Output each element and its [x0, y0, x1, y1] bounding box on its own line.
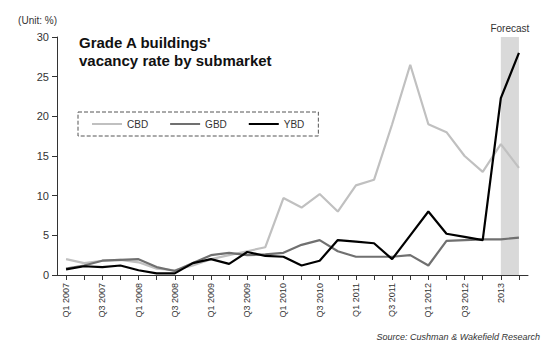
svg-text:Q1 2008: Q1 2008	[134, 283, 144, 318]
svg-text:Q3 2008: Q3 2008	[170, 283, 180, 318]
svg-text:Q1 2010: Q1 2010	[278, 283, 288, 318]
svg-text:Q3 2012: Q3 2012	[460, 283, 470, 318]
svg-text:(Unit: %): (Unit: %)	[18, 15, 57, 26]
svg-text:Source: Cushman & Wakefield Re: Source: Cushman & Wakefield Research	[377, 332, 540, 342]
svg-text:Q3 2009: Q3 2009	[242, 283, 252, 318]
svg-text:30: 30	[37, 31, 49, 43]
svg-text:Q3 2011: Q3 2011	[387, 283, 397, 317]
svg-text:vacancy rate by submarket: vacancy rate by submarket	[79, 52, 272, 69]
svg-text:Grade A buildings': Grade A buildings'	[79, 34, 211, 51]
svg-text:CBD: CBD	[127, 119, 148, 130]
svg-text:Q1 2007: Q1 2007	[61, 283, 71, 318]
svg-text:GBD: GBD	[205, 119, 227, 130]
svg-text:10: 10	[37, 190, 49, 202]
svg-text:Q1 2009: Q1 2009	[206, 283, 216, 318]
svg-text:0: 0	[43, 269, 49, 281]
svg-text:Q1 2012: Q1 2012	[423, 283, 433, 318]
svg-text:20: 20	[37, 110, 49, 122]
svg-text:Q3 2010: Q3 2010	[315, 283, 325, 318]
svg-text:15: 15	[37, 150, 49, 162]
svg-text:YBD: YBD	[284, 119, 305, 130]
svg-text:25: 25	[37, 71, 49, 83]
svg-text:Q1 2011: Q1 2011	[351, 283, 361, 317]
svg-text:5: 5	[43, 229, 49, 241]
svg-text:2013: 2013	[496, 283, 506, 303]
svg-text:Forecast: Forecast	[490, 23, 529, 34]
svg-text:Q3 2007: Q3 2007	[97, 283, 107, 318]
